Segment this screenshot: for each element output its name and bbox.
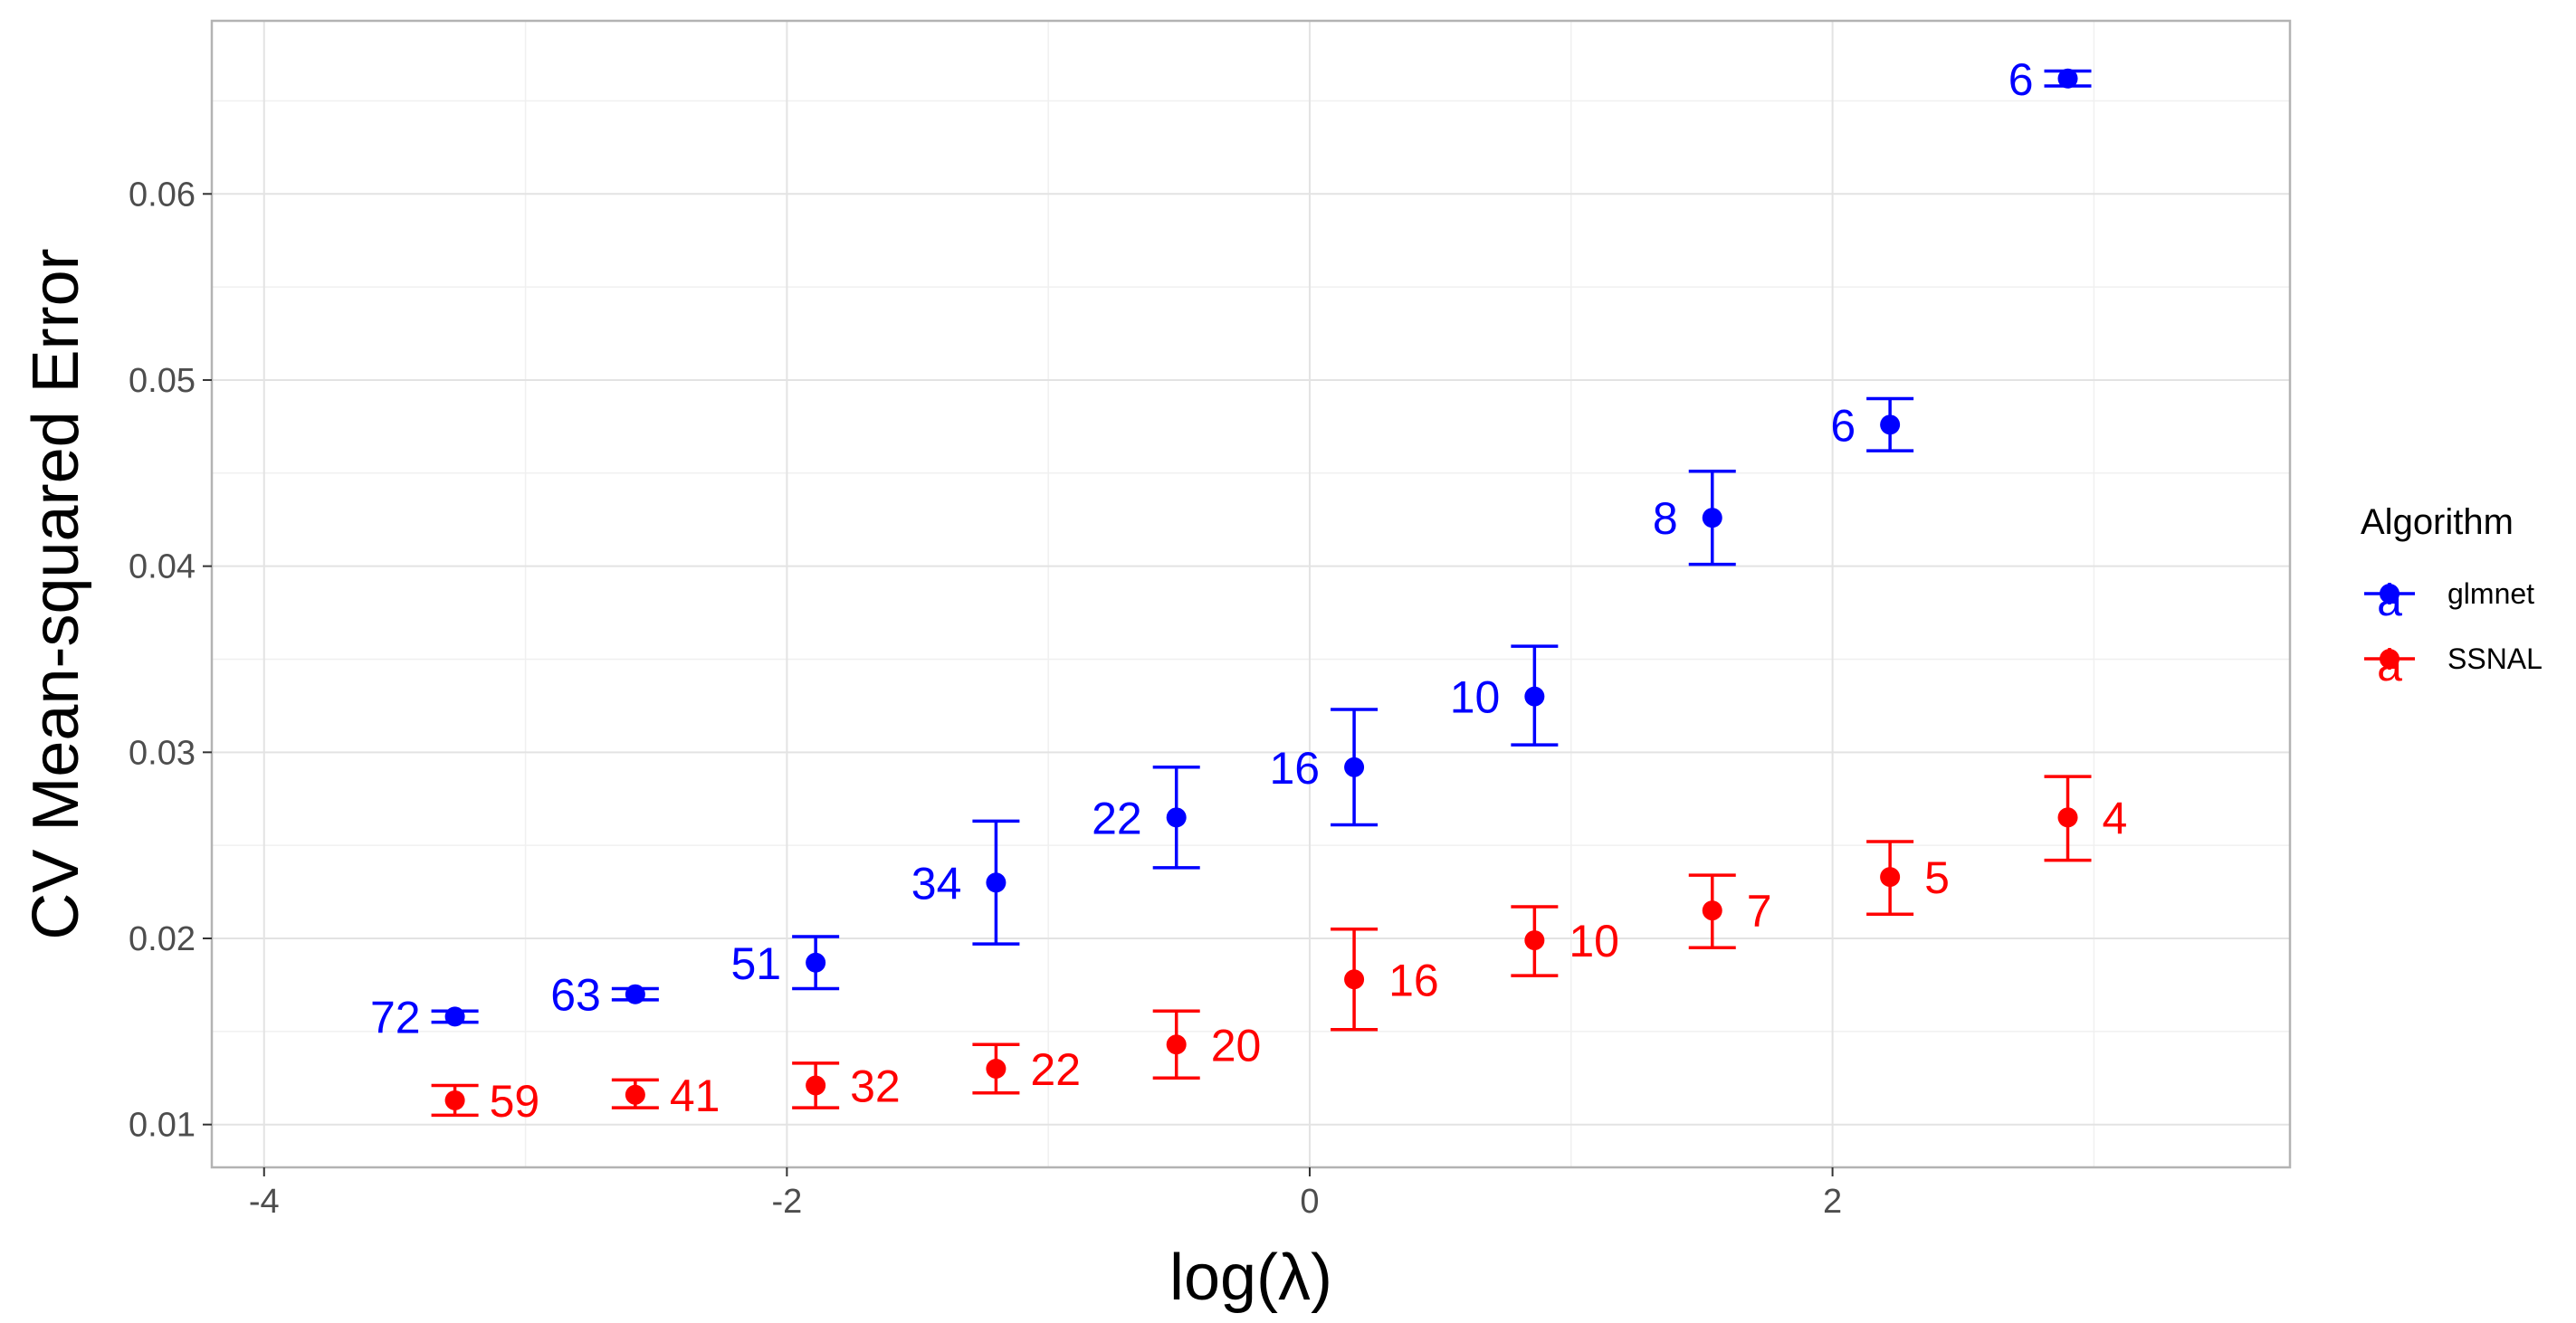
data-point [1344,969,1365,990]
legend-key-point [2380,649,2399,669]
data-label: 4 [2103,793,2128,843]
data-label: 16 [1388,955,1439,1005]
data-label: 51 [731,938,782,989]
legend-key-glyph: a [2377,575,2402,625]
panel-border [210,19,2292,1169]
data-point [1344,757,1365,777]
y-tick-label: 0.02 [129,920,196,958]
axis-layer: -4 -2 0 2 0.01 0.02 0.03 0.04 0.05 0.06 [129,176,1842,1221]
data-label: 5 [1924,852,1950,903]
legend-items: a glmnet a SSNAL [2364,575,2543,690]
data-point [806,952,826,973]
legend-item-glmnet: a glmnet [2364,575,2534,625]
data-label: 8 [1653,493,1678,544]
legend-label: SSNAL [2447,642,2543,675]
legend-key: a [2364,575,2415,625]
data-point [986,1058,1007,1079]
legend-label: glmnet [2447,577,2534,610]
y-tick-label: 0.01 [129,1107,196,1145]
series-glmnet: 72 63 51 34 22 16 10 8 6 6 [370,54,2092,1042]
data-point [625,1084,645,1105]
legend-title: Algorithm [2361,502,2514,542]
data-point [1880,414,1901,435]
y-tick-label: 0.06 [129,176,196,214]
data-point [1880,867,1901,888]
data-point [444,1090,465,1110]
y-tick-label: 0.03 [129,734,196,772]
data-label: 10 [1450,672,1501,723]
data-label: 22 [1092,793,1142,843]
data-point [806,1075,826,1096]
data-label: 59 [490,1076,540,1127]
series-layer: 72 63 51 34 22 16 10 8 6 6 59 41 32 22 20 16 10 7 5 4 [370,54,2127,1127]
legend: Algorithm a glmnet a SSNAL [2361,502,2543,690]
data-label: 16 [1269,743,1320,794]
data-label: 10 [1569,916,1619,966]
data-point [986,872,1007,893]
data-point [2057,68,2078,89]
data-point [2057,807,2078,828]
data-point [1524,686,1545,707]
x-tick-label: 2 [1823,1183,1842,1221]
y-tick-label: 0.05 [129,362,196,400]
legend-key: a [2364,640,2415,690]
x-tick-label: 0 [1300,1183,1319,1221]
data-point [1166,1034,1187,1055]
data-label: 22 [1030,1044,1081,1095]
data-label: 6 [2008,54,2034,105]
x-tick-label: -2 [771,1183,802,1221]
data-label: 7 [1747,886,1772,937]
legend-key-point [2380,584,2399,604]
legend-item-SSNAL: a SSNAL [2364,640,2543,690]
data-point [1166,807,1187,828]
data-label: 32 [850,1061,901,1112]
data-label: 72 [370,992,421,1042]
data-point [625,984,645,1004]
x-axis-title: log(λ) [1169,1242,1332,1314]
data-label: 41 [670,1071,720,1121]
data-label: 34 [911,858,962,909]
data-point [1702,900,1722,921]
y-tick-label: 0.04 [129,548,196,586]
x-tick-label: -4 [249,1183,280,1221]
series-SSNAL: 59 41 32 22 20 16 10 7 5 4 [431,775,2128,1127]
data-label: 20 [1211,1020,1262,1071]
data-point [444,1006,465,1027]
data-point [1702,508,1722,528]
data-label: 63 [550,970,601,1021]
data-label: 6 [1830,400,1856,451]
grid-layer [212,21,2290,1167]
legend-key-glyph: a [2377,640,2402,690]
y-axis-title: CV Mean-squared Error [20,248,92,939]
data-point [1524,930,1545,951]
